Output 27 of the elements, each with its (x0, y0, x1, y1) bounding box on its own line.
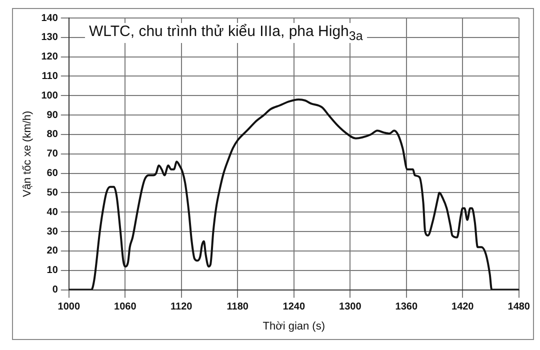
x-tick-label: 1360 (395, 302, 418, 313)
y-tick-label: 100 (41, 90, 58, 102)
x-tick-label: 1420 (452, 302, 474, 313)
x-tick-label: 1180 (226, 302, 249, 313)
y-tick-label: 90 (46, 110, 58, 121)
y-tick-label: 130 (41, 32, 58, 44)
x-tick-label: 1120 (170, 302, 193, 313)
y-tick-label: 110 (42, 70, 58, 82)
y-tick-label: 30 (46, 226, 58, 238)
y-tick-label: 140 (41, 12, 58, 24)
x-tick-label: 1300 (339, 302, 362, 313)
y-tick-label: 0 (52, 284, 58, 296)
x-tick-label: 1480 (508, 302, 530, 313)
y-tick-label: 60 (46, 168, 58, 180)
text: WLTC, chu trình thử kiểu IIIa, pha High$_{3a}$ (85, 23, 367, 43)
x-tick-label: 1240 (282, 302, 306, 313)
x-tick-label: 1000 (58, 302, 80, 313)
x-axis-title: Thời gian (s) (262, 320, 325, 332)
x-tick-label: 1060 (114, 302, 137, 313)
y-tick-label: 20 (46, 246, 58, 257)
y-tick-label: 80 (46, 129, 58, 140)
y-tick-label: 70 (46, 148, 58, 160)
y-axis-title: Vận tốc xe (km/h) (22, 110, 34, 197)
y-tick-label: 120 (41, 52, 58, 63)
y-tick-label: 40 (46, 206, 58, 218)
y-tick-label: 10 (46, 265, 58, 276)
y-tick-label: 50 (46, 187, 58, 198)
